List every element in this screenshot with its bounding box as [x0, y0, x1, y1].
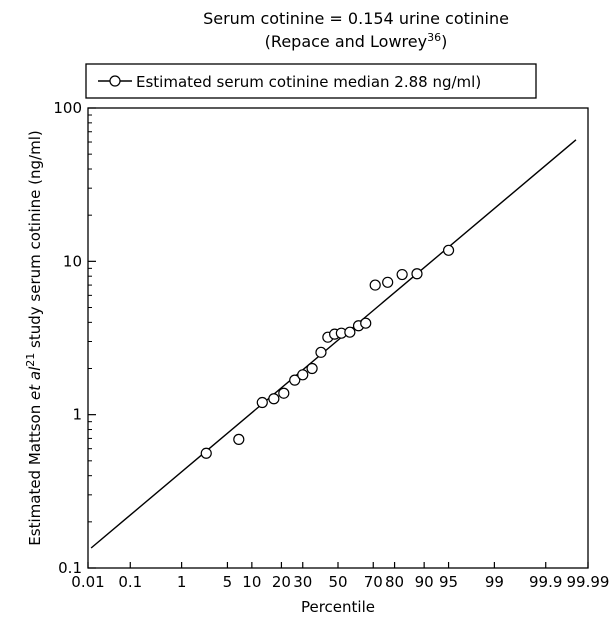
x-axis-ticks: 0.01 0.1 1 5 10 20 30 50 70 80 90 95 99 99.9 99.99 [71, 562, 609, 591]
x-tick-label: 0.1 [118, 573, 142, 591]
x-tick-label: 90 [415, 573, 434, 591]
data-point [289, 374, 301, 386]
data-point [396, 268, 408, 281]
fit-line [90, 139, 577, 549]
x-tick-label: 50 [328, 573, 347, 591]
y-axis-label-part2: study serum cotinine (ng/ml) [26, 130, 44, 352]
legend: Estimated serum cotinine median 2.88 ng/… [85, 63, 537, 99]
x-tick-label: 30 [293, 573, 312, 591]
data-point [297, 369, 309, 381]
x-tick-label: 5 [223, 573, 233, 591]
legend-label: Estimated serum cotinine median 2.88 ng/… [136, 73, 481, 91]
x-tick-label: 99 [485, 573, 504, 591]
chart-title-line2: (Repace and Lowrey36) [265, 31, 448, 51]
y-tick-label: 0.1 [58, 559, 82, 577]
data-point [200, 447, 212, 459]
legend-box [85, 63, 537, 99]
chart-title-line2-end: ) [441, 32, 447, 51]
data-point [268, 393, 280, 405]
y-axis-ticks: 0.1 1 10 100 [53, 99, 96, 577]
x-tick-label: 99.99 [567, 573, 610, 591]
data-point [382, 276, 394, 288]
x-tick-label: 95 [439, 573, 458, 591]
y-axis-label: Estimated Mattson et al21 study serum co… [24, 130, 44, 545]
data-point [315, 346, 327, 358]
x-axis-label: Percentile [301, 598, 375, 616]
y-tick-label: 10 [63, 252, 82, 270]
data-points [200, 244, 455, 459]
y-axis-label-part1: Estimated Mattson [26, 400, 44, 546]
data-point [360, 317, 372, 329]
data-point [344, 326, 356, 338]
data-point [306, 362, 318, 375]
data-point [256, 396, 268, 409]
y-tick-label: 1 [72, 406, 82, 424]
x-tick-label: 1 [177, 573, 187, 591]
chart-title-line1: Serum cotinine = 0.154 urine cotinine [203, 9, 509, 28]
y-axis-label-sup: 21 [24, 353, 37, 367]
chart-title-line2-main: (Repace and Lowrey [265, 32, 427, 51]
x-tick-label: 80 [385, 573, 404, 591]
x-tick-label: 20 [272, 573, 291, 591]
data-point [369, 279, 381, 291]
legend-marker-symbol [109, 75, 121, 87]
data-point [411, 268, 423, 280]
y-axis-label-italic: et al [26, 366, 44, 400]
x-tick-label: 10 [242, 573, 261, 591]
x-tick-label: 0.01 [71, 573, 104, 591]
x-tick-label: 99.9 [529, 573, 562, 591]
data-point [233, 433, 245, 445]
x-tick-label: 70 [364, 573, 383, 591]
data-point [442, 244, 455, 256]
data-point [278, 387, 290, 399]
y-tick-label: 100 [53, 99, 82, 117]
chart-title-line2-sup: 36 [427, 31, 441, 44]
